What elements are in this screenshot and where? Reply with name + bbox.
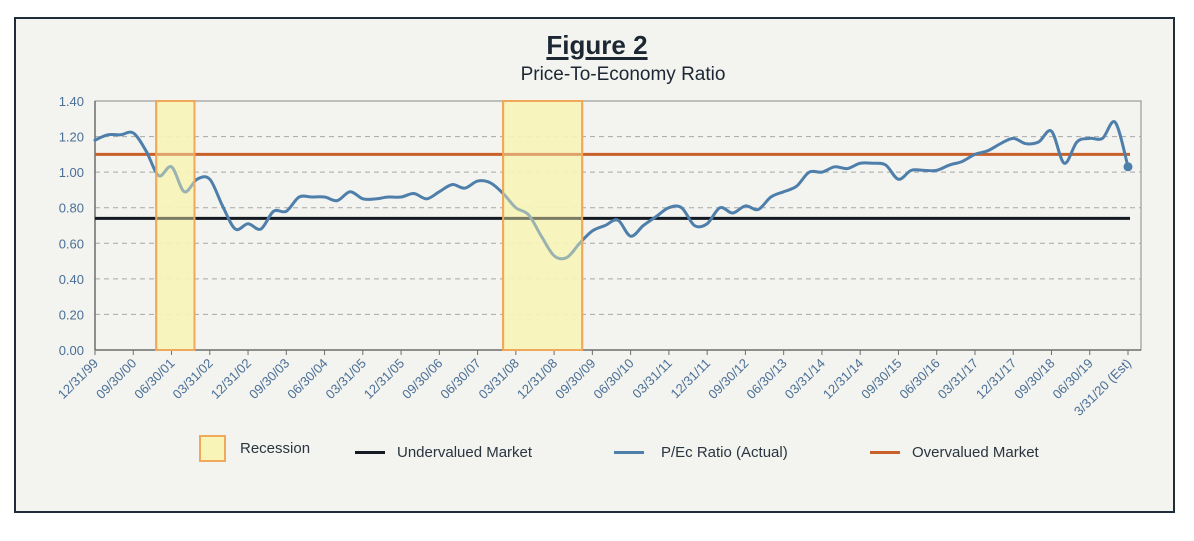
y-tick-label: 1.00 (59, 165, 84, 180)
x-tick-label: 12/31/14 (820, 356, 866, 402)
x-tick-label: 03/31/17 (935, 356, 981, 402)
recession-band-overlay (502, 100, 584, 351)
y-tick-label: 1.40 (59, 94, 84, 109)
legend-recession: Recession (199, 435, 310, 462)
legend-overvalued: Overvalued Market (870, 444, 1039, 461)
x-tick-label: 03/31/11 (629, 356, 675, 402)
legend-undervalued: Undervalued Market (355, 444, 532, 461)
overvalued-line-icon (870, 451, 900, 454)
chart-frame (14, 17, 1175, 513)
x-tick-label: 06/30/13 (743, 356, 789, 402)
x-tick-label: 12/31/08 (514, 356, 560, 402)
x-tick-label: 06/30/16 (896, 356, 942, 402)
x-tick-label: 09/30/18 (1011, 356, 1057, 402)
y-tick-label: 0.00 (59, 343, 84, 358)
x-tick-label: 12/31/99 (55, 356, 101, 402)
x-tick-label: 09/30/06 (399, 356, 445, 402)
x-tick-label: 09/30/00 (93, 356, 139, 402)
series-line-icon (614, 451, 644, 454)
y-tick-label: 0.80 (59, 201, 84, 216)
legend-series-label: P/Ec Ratio (Actual) (661, 444, 788, 461)
x-tick-label: 03/31/14 (782, 356, 828, 402)
x-tick-label: 12/31/05 (361, 356, 407, 402)
x-tick-label: 06/30/10 (590, 356, 636, 402)
x-tick-label: 03/31/08 (476, 356, 522, 402)
last-point-marker (1123, 162, 1133, 172)
recession-band (502, 100, 584, 351)
x-tick-label: 12/31/11 (668, 356, 714, 402)
recession-band-overlay (155, 100, 196, 351)
x-tick-label: 06/30/01 (131, 356, 177, 402)
chart-subtitle: Price-To-Economy Ratio (520, 64, 726, 85)
recession-swatch-icon (199, 435, 226, 462)
legend-undervalued-label: Undervalued Market (397, 444, 533, 461)
legend-series: P/Ec Ratio (Actual) (614, 444, 788, 461)
x-tick-label: 09/30/12 (705, 356, 751, 402)
legend-recession-label: Recession (240, 440, 311, 457)
y-tick-label: 0.20 (59, 307, 84, 322)
x-tick-label: 09/30/09 (552, 356, 598, 402)
y-tick-label: 0.40 (59, 272, 84, 287)
x-tick-label: 03/31/02 (170, 356, 216, 402)
pec-ratio-series-line (93, 120, 1130, 261)
y-tick-label: 1.20 (59, 130, 84, 145)
recession-band (155, 100, 196, 351)
undervalued-line-icon (355, 451, 385, 454)
x-tick-label: 09/30/15 (858, 356, 904, 402)
y-tick-label: 0.60 (59, 236, 84, 251)
x-tick-label: 12/31/02 (208, 356, 254, 402)
x-tick-label: 06/30/04 (284, 356, 330, 402)
x-tick-label: 03/31/05 (323, 356, 369, 402)
legend-overvalued-label: Overvalued Market (912, 444, 1039, 461)
x-tick-label: 09/30/03 (246, 356, 292, 402)
x-tick-label: 12/31/17 (973, 356, 1019, 402)
figure-title: Figure 2 (546, 30, 648, 60)
x-tick-label: 06/30/07 (437, 356, 483, 402)
